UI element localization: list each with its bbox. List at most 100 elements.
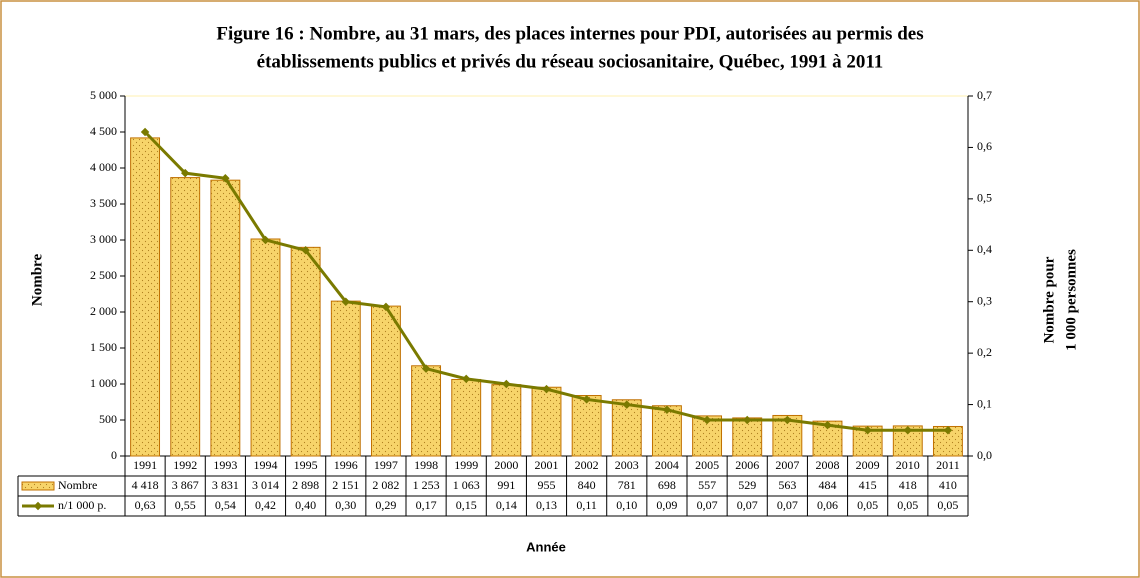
bar xyxy=(370,305,401,457)
y2-tick-label: 0,4 xyxy=(977,242,992,256)
line-marker xyxy=(180,168,190,178)
table-value: 0,09 xyxy=(656,498,677,512)
bar xyxy=(732,417,763,457)
y-tick-label: 0 xyxy=(111,448,117,462)
bar xyxy=(531,386,562,457)
bar xyxy=(130,137,161,457)
x-tick-label: 2000 xyxy=(494,458,518,472)
x-tick-label: 1992 xyxy=(173,458,197,472)
table-value: 484 xyxy=(819,478,837,492)
line-marker xyxy=(742,415,752,425)
y-tick-label: 2 000 xyxy=(90,304,117,318)
table-value: 0,14 xyxy=(496,498,517,512)
table-value: 3 867 xyxy=(172,478,199,492)
table-value: 0,07 xyxy=(697,498,718,512)
y2-tick-label: 0,7 xyxy=(977,88,992,102)
x-tick-label: 2011 xyxy=(936,458,960,472)
y-tick-label: 5 000 xyxy=(90,88,117,102)
bar xyxy=(290,246,321,457)
line-marker xyxy=(301,246,310,255)
y-tick-label: 4 500 xyxy=(90,124,117,138)
bar xyxy=(170,177,201,457)
table-value: 781 xyxy=(618,478,636,492)
y2-tick-label: 0,3 xyxy=(977,293,992,307)
y2-axis-title: Nombre pour xyxy=(1041,256,1057,343)
y-axis-title: Nombre xyxy=(29,254,45,307)
x-tick-label: 2001 xyxy=(535,458,559,472)
table-value: 0,29 xyxy=(375,498,396,512)
x-tick-label: 2009 xyxy=(856,458,880,472)
x-tick-label: 2007 xyxy=(775,458,799,472)
table-value: 0,11 xyxy=(576,498,597,512)
chart-title: Figure 16 : Nombre, au 31 mars, des plac… xyxy=(216,23,923,44)
x-tick-label: 2008 xyxy=(816,458,840,472)
legend-swatch xyxy=(21,481,55,491)
table-value: 0,13 xyxy=(536,498,557,512)
table-value: 3 014 xyxy=(252,478,279,492)
x-tick-label: 2010 xyxy=(896,458,920,472)
line-marker xyxy=(662,405,672,414)
bar xyxy=(571,395,602,457)
y2-tick-label: 0,5 xyxy=(977,191,992,205)
table-value: 1 253 xyxy=(413,478,440,492)
table-value: 0,07 xyxy=(737,498,758,512)
y-tick-label: 1 500 xyxy=(90,340,117,354)
table-value: 418 xyxy=(899,478,917,492)
table-value: 0,15 xyxy=(456,498,477,512)
table-value: 0,30 xyxy=(335,498,356,512)
y-tick-label: 3 000 xyxy=(90,232,117,246)
bar xyxy=(451,378,482,457)
line-marker xyxy=(502,379,511,389)
bar xyxy=(411,365,442,457)
y2-tick-label: 0,6 xyxy=(977,139,992,153)
table-value: 0,17 xyxy=(416,498,437,512)
y-tick-label: 1 000 xyxy=(90,376,117,390)
x-tick-label: 1996 xyxy=(334,458,358,472)
x-axis-title: Année xyxy=(526,539,566,554)
y2-tick-label: 0,0 xyxy=(977,448,992,462)
bar xyxy=(250,238,281,457)
line-marker xyxy=(863,426,872,435)
y-tick-label: 2 500 xyxy=(90,268,117,282)
table-value: 2 151 xyxy=(332,478,359,492)
bar xyxy=(491,384,522,457)
legend-label: Nombre xyxy=(58,478,97,492)
x-tick-label: 2003 xyxy=(615,458,639,472)
y-tick-label: 3 500 xyxy=(90,196,117,210)
line-marker xyxy=(542,384,551,394)
line-marker xyxy=(943,426,953,435)
x-tick-label: 1994 xyxy=(254,458,278,472)
table-value: 0,06 xyxy=(817,498,838,512)
table-value: 2 082 xyxy=(372,478,399,492)
x-tick-label: 1997 xyxy=(374,458,398,472)
table-value: 0,40 xyxy=(295,498,316,512)
line-marker xyxy=(702,415,712,425)
legend-marker xyxy=(33,501,43,511)
line-marker xyxy=(582,395,591,404)
table-value: 0,07 xyxy=(777,498,798,512)
table-value: 0,55 xyxy=(175,498,196,512)
table-value: 0,05 xyxy=(857,498,878,512)
y-tick-label: 4 000 xyxy=(90,160,117,174)
line-marker xyxy=(783,415,792,425)
line-marker xyxy=(421,364,431,373)
table-value: 4 418 xyxy=(132,478,159,492)
x-tick-label: 1995 xyxy=(294,458,318,472)
x-tick-label: 1991 xyxy=(133,458,157,472)
table-value: 557 xyxy=(698,478,716,492)
x-tick-label: 1993 xyxy=(213,458,237,472)
table-value: 840 xyxy=(578,478,596,492)
table-value: 0,42 xyxy=(255,498,276,512)
table-value: 698 xyxy=(658,478,676,492)
line-marker xyxy=(823,420,832,430)
table-value: 1 063 xyxy=(453,478,480,492)
y-tick-label: 500 xyxy=(99,412,117,426)
table-value: 0,05 xyxy=(937,498,958,512)
bar xyxy=(210,179,241,457)
table-value: 0,10 xyxy=(616,498,637,512)
bar xyxy=(330,300,361,457)
table-value: 0,54 xyxy=(215,498,236,512)
x-tick-label: 1999 xyxy=(454,458,478,472)
table-value: 0,05 xyxy=(897,498,918,512)
